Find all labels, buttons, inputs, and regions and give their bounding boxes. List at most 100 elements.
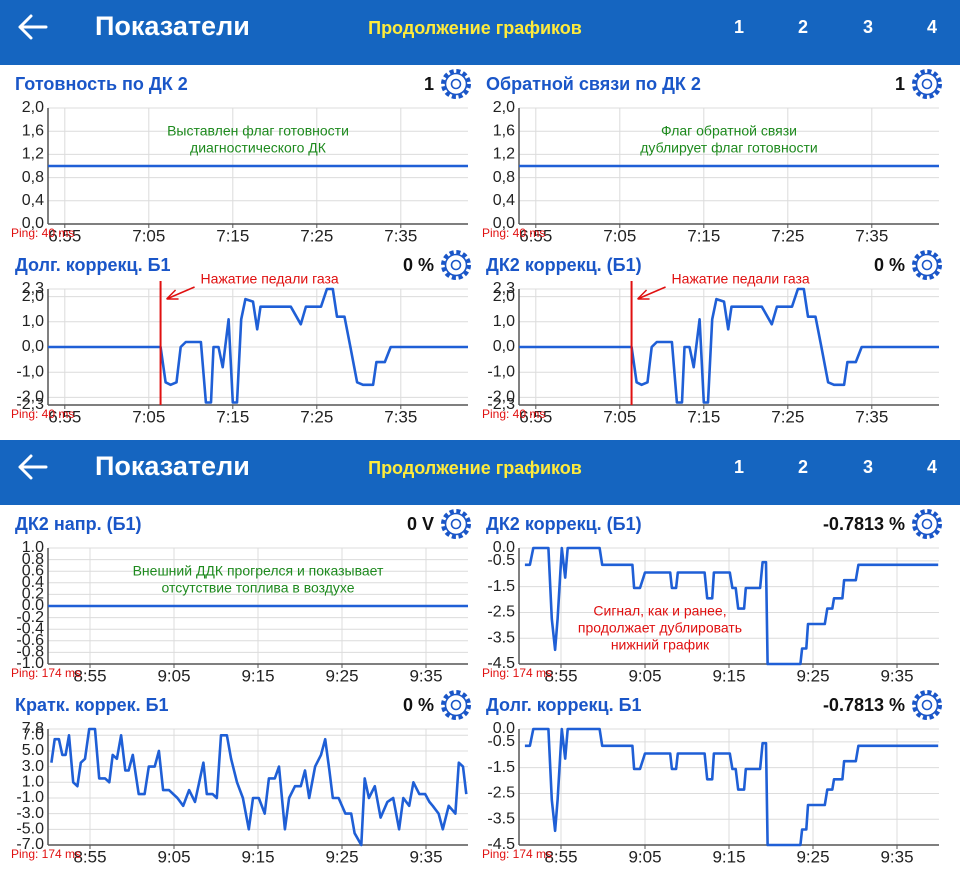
gear-body[interactable]: [915, 512, 939, 536]
x-tick-label: 6:55: [519, 407, 552, 426]
y-tick-label: 7.0: [22, 726, 44, 743]
gear-teeth[interactable]: [912, 69, 942, 99]
gear-hole[interactable]: [450, 78, 462, 90]
x-tick-label: 7:05: [603, 226, 636, 245]
screen-0: Показатели Продолжение графиков 1 2 3 4 Готовн…: [0, 0, 960, 440]
header-subtitle[interactable]: Продолжение графиков: [368, 458, 582, 478]
tab[interactable]: 3: [863, 17, 873, 37]
gear-teeth[interactable]: [912, 509, 942, 539]
gear-teeth[interactable]: [441, 250, 471, 280]
back-arrow[interactable]: [18, 454, 48, 480]
gear-body[interactable]: [444, 693, 468, 717]
y-tick-label: 0,0: [493, 338, 515, 355]
panel-value: -0.7813 %: [823, 514, 905, 534]
content-bg: [0, 505, 960, 885]
gear-hole[interactable]: [921, 259, 933, 271]
gear-body[interactable]: [915, 72, 939, 96]
x-tick-label: 7:05: [132, 226, 165, 245]
settings-gear[interactable]: [441, 69, 471, 99]
marker-arrow: [637, 286, 666, 300]
gear-hole[interactable]: [921, 699, 933, 711]
tab[interactable]: 4: [927, 457, 937, 477]
y-tick-label: 1,2: [22, 146, 44, 163]
tab[interactable]: 2: [798, 457, 808, 477]
y-tick-label: 0,4: [22, 192, 44, 209]
settings-gear[interactable]: [441, 509, 471, 539]
gear-body[interactable]: [915, 253, 939, 277]
tab[interactable]: 3: [863, 457, 873, 477]
tab[interactable]: 1: [734, 17, 744, 37]
ping-label: Ping: 40 ms: [482, 407, 545, 421]
header-title: Показатели: [95, 451, 250, 481]
y-tick-label: -3.0: [16, 805, 44, 822]
ping-label: Ping: 174 ms: [482, 666, 552, 680]
panel-title: Обратной связи по ДК 2: [486, 74, 701, 94]
panel-title: Готовность по ДК 2: [15, 74, 188, 94]
ping-label: Ping: 174 ms: [11, 666, 81, 680]
tab[interactable]: 2: [798, 17, 808, 37]
settings-gear[interactable]: [912, 690, 942, 720]
y-tick-label: 2,0: [493, 288, 515, 305]
x-tick-label: 9:25: [796, 666, 829, 685]
y-tick-label: -2,0: [16, 389, 44, 406]
x-tick-label: 7:15: [216, 226, 249, 245]
header-subtitle[interactable]: Продолжение графиков: [368, 18, 582, 38]
y-tick-label: 0.6: [22, 562, 44, 579]
gear-body[interactable]: [915, 693, 939, 717]
gear-hole[interactable]: [450, 699, 462, 711]
gear-teeth[interactable]: [912, 690, 942, 720]
x-tick-label: 9:05: [628, 847, 661, 866]
x-tick-label: 8:55: [544, 847, 577, 866]
panel: Кратк. коррек. Б1 0 % -7.0-5.0-3.0-1.01.03…: [11, 690, 471, 866]
gear-teeth[interactable]: [441, 690, 471, 720]
gear-hole[interactable]: [921, 78, 933, 90]
settings-gear[interactable]: [441, 690, 471, 720]
tab[interactable]: 1: [734, 457, 744, 477]
y-tick-label: -4.5: [487, 836, 515, 853]
gear-teeth[interactable]: [912, 250, 942, 280]
x-tick-label: 9:15: [241, 666, 274, 685]
y-tick-label: -3.5: [487, 629, 515, 646]
x-tick-label: 7:25: [300, 407, 333, 426]
annotation: Выставлен флаг готовности: [167, 123, 349, 139]
marker-label: Нажатие педали газа: [201, 271, 339, 287]
settings-gear[interactable]: [912, 69, 942, 99]
x-tick-label: 9:35: [409, 666, 442, 685]
gear-body[interactable]: [444, 512, 468, 536]
settings-gear[interactable]: [441, 250, 471, 280]
gear-body[interactable]: [444, 253, 468, 277]
x-tick-label: 9:25: [325, 666, 358, 685]
panel-title: Долг. коррекц. Б1: [486, 695, 642, 715]
y-tick-label: 1,0: [493, 313, 515, 330]
gear-hole[interactable]: [921, 518, 933, 530]
panel-value: -0.7813 %: [823, 695, 905, 715]
panel: ДК2 коррекц. (Б1) -0.7813 % -4.5 -3.5 -2.5 -1…: [482, 509, 942, 685]
gear-body[interactable]: [444, 72, 468, 96]
tab[interactable]: 4: [927, 17, 937, 37]
panel-title: ДК2 напр. (Б1): [15, 514, 142, 534]
ping-label: Ping: 174 ms: [11, 847, 81, 861]
annotation: отсутствие топлива в воздухе: [161, 580, 354, 596]
y-tick-label: 0,8: [22, 169, 44, 186]
gear-hole[interactable]: [450, 259, 462, 271]
gear-hole[interactable]: [450, 518, 462, 530]
x-tick-label: 9:35: [409, 847, 442, 866]
y-tick-label: 0.0: [22, 597, 44, 614]
y-tick-label: 0.0: [493, 720, 515, 737]
panel-title: ДК2 коррекц. (Б1): [486, 514, 642, 534]
gear-teeth[interactable]: [441, 69, 471, 99]
x-tick-label: 7:35: [855, 226, 888, 245]
y-tick-label: -2,0: [487, 389, 515, 406]
x-tick-label: 7:15: [216, 407, 249, 426]
x-tick-label: 9:25: [325, 847, 358, 866]
y-tick-label: 7.8: [22, 720, 44, 737]
settings-gear[interactable]: [912, 509, 942, 539]
settings-gear[interactable]: [912, 250, 942, 280]
back-arrow[interactable]: [18, 14, 48, 40]
gear-teeth[interactable]: [441, 509, 471, 539]
y-tick-label: 1,2: [493, 146, 515, 163]
panel-title: Долг. коррекц. Б1: [15, 255, 171, 275]
y-tick-label: 2,0: [22, 99, 44, 116]
